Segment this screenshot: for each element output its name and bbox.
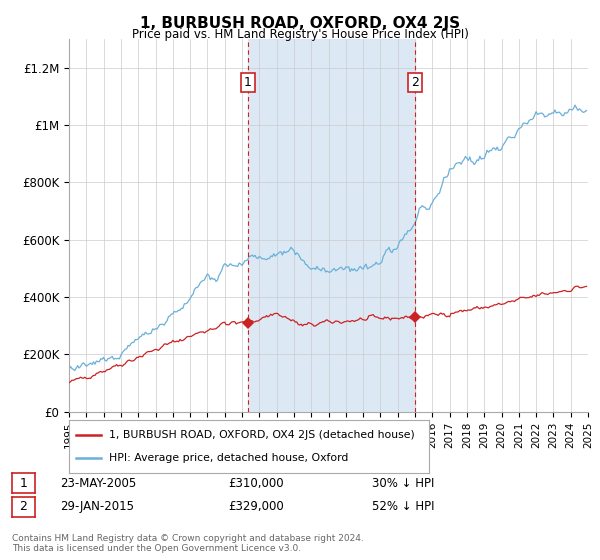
Text: 2: 2 [19, 500, 28, 514]
Text: HPI: Average price, detached house, Oxford: HPI: Average price, detached house, Oxfo… [109, 453, 348, 463]
Text: Contains HM Land Registry data © Crown copyright and database right 2024.
This d: Contains HM Land Registry data © Crown c… [12, 534, 364, 553]
Text: 1: 1 [19, 477, 28, 490]
Text: Price paid vs. HM Land Registry's House Price Index (HPI): Price paid vs. HM Land Registry's House … [131, 28, 469, 41]
Text: 30% ↓ HPI: 30% ↓ HPI [372, 477, 434, 490]
Bar [248, 39, 415, 412]
Text: 1, BURBUSH ROAD, OXFORD, OX4 2JS: 1, BURBUSH ROAD, OXFORD, OX4 2JS [140, 16, 460, 31]
Text: 29-JAN-2015: 29-JAN-2015 [60, 500, 134, 514]
Text: 1: 1 [244, 76, 252, 88]
Text: 23-MAY-2005: 23-MAY-2005 [60, 477, 136, 490]
Text: £310,000: £310,000 [228, 477, 284, 490]
Text: £329,000: £329,000 [228, 500, 284, 514]
Text: 52% ↓ HPI: 52% ↓ HPI [372, 500, 434, 514]
Text: 1, BURBUSH ROAD, OXFORD, OX4 2JS (detached house): 1, BURBUSH ROAD, OXFORD, OX4 2JS (detach… [109, 430, 415, 440]
Text: 2: 2 [411, 76, 419, 88]
